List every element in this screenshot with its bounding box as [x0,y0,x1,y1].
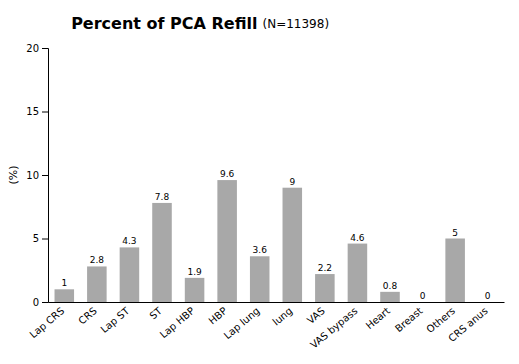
x-tick: Breast [393,305,425,334]
y-tick-label: 10 [26,170,39,181]
title: Percent of PCA Refill [71,14,257,33]
data-labels: 1 2.8 4.3 7.8 1.9 9.6 3.6 9 2.2 4.6 0.8 0 5 0 [61,169,490,301]
data-label: 9 [289,177,295,187]
x-tick: VAS bypass [308,305,359,351]
bar [185,278,205,302]
bar [283,188,303,302]
x-axis: Lap CRS CRSLap ST STLap HBP HBPLap lung lung… [27,303,504,351]
x-tick-label: Lap CRS [27,305,66,340]
bar [380,292,400,302]
x-tick-label: lung [271,305,295,327]
x-tick-label: Lap lung [222,305,262,341]
x-tick: CRS [76,305,99,326]
x-tick-label: VAS [305,305,327,326]
bar [413,302,433,303]
data-label: 7.8 [155,192,170,202]
data-label: 2.2 [318,263,332,273]
x-tick-label: CRS anus [446,305,489,344]
x-tick-label: CRS [76,305,99,326]
y-tick-mark [42,175,48,176]
y-tick: 5 [33,233,48,244]
x-tick-label: VAS bypass [308,305,359,351]
y-tick-label: 15 [26,106,39,117]
y-tick: 15 [26,106,48,117]
data-label: 4.3 [122,236,136,246]
x-tick-label: Lap ST [99,305,133,336]
x-tick: HBP [206,305,229,327]
x-tick: lung [271,305,295,327]
y-tick-mark [42,48,48,49]
x-tick-label: Lap HBP [158,305,197,340]
chart: Percent of PCA Refill (N=11398) 1 2.8 4.3 7.8… [0,0,519,364]
plot: 1 2.8 4.3 7.8 1.9 9.6 3.6 9 2.2 4.6 0.8 0 5 0 0 5 10 15 20… [26,43,504,351]
x-tick: ST [147,305,164,322]
bars [55,180,465,302]
bar [250,256,270,302]
bar [315,274,335,302]
bar [152,203,172,302]
x-tick-label: ST [147,305,164,322]
x-tick: Lap ST [99,305,133,336]
data-label: 1 [61,278,67,288]
x-tick: Lap CRS [27,305,66,340]
x-tick: CRS anus [446,305,489,344]
y-tick-mark [42,239,48,240]
x-tick: VAS [305,305,327,326]
y-axis-title: (%) [7,165,20,184]
y-tick-label: 0 [33,297,39,308]
x-tick: Heart [364,305,392,331]
y-tick: 0 [33,297,48,308]
x-axis-line [49,302,505,303]
data-label: 0 [485,291,491,301]
bar [217,180,237,302]
bar [348,244,368,302]
data-label: 1.9 [187,267,202,277]
bar [445,239,465,303]
y-tick-label: 5 [33,233,39,244]
data-label: 5 [452,228,458,238]
y-tick-mark [42,302,48,303]
y-axis: 0 5 10 15 20 [26,43,48,308]
data-label: 4.6 [350,233,365,243]
x-tick-label: HBP [206,305,229,327]
y-tick-label: 20 [26,43,39,54]
data-label: 0.8 [383,281,398,291]
x-tick: Lap lung [222,305,262,341]
y-tick: 20 [26,43,48,54]
x-tick-label: Breast [393,305,425,334]
data-label: 0 [420,291,426,301]
bar [87,266,107,302]
x-tick: Lap HBP [158,305,197,340]
bar [120,247,140,302]
data-label: 3.6 [253,245,268,255]
y-tick: 10 [26,170,48,181]
bar [55,289,75,302]
y-tick-mark [42,112,48,113]
data-label: 9.6 [220,169,235,179]
x-tick-label: Heart [364,305,392,331]
bar [478,302,498,303]
subtitle: (N=11398) [263,17,330,31]
data-label: 2.8 [90,255,105,265]
y-axis-line [42,49,49,303]
